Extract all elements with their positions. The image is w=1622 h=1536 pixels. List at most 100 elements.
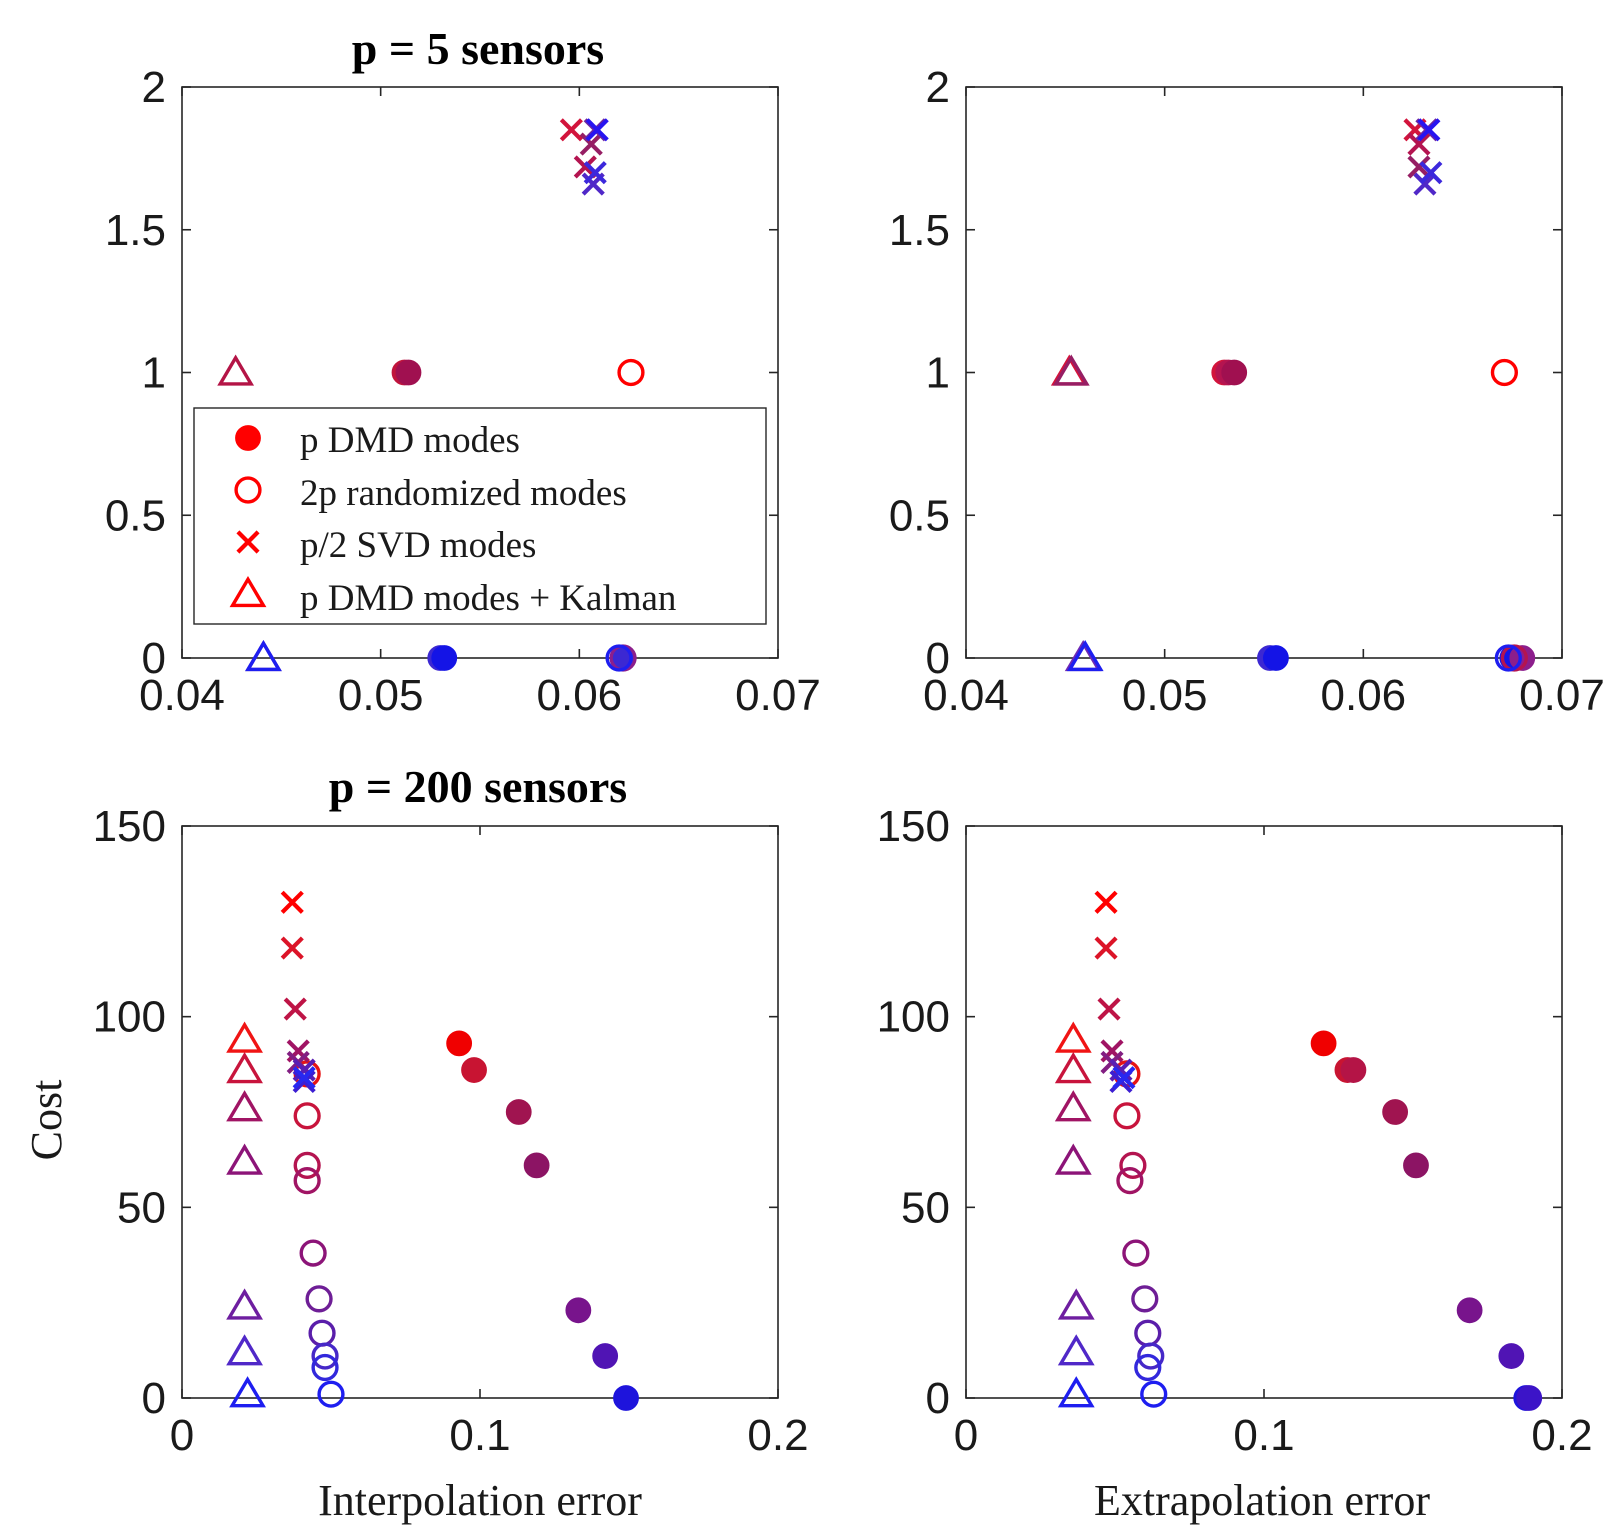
data-point-open-triangle <box>1057 1334 1095 1366</box>
data-point-filled-circle <box>1340 1057 1367 1083</box>
data-point-open-circle <box>1119 1151 1147 1179</box>
x-tick-label: 0.05 <box>1122 671 1208 720</box>
data-point-filled-circle <box>395 359 422 386</box>
x-tick-label: 0 <box>954 1411 978 1460</box>
data-point-open-circle <box>617 358 645 387</box>
y-tick-label: 100 <box>93 993 166 1042</box>
panel-top-right: 0.04 0.05 0.06 0.07 0 0.5 1 1.5 2 <box>889 63 1605 720</box>
data-point-open-circle <box>317 1380 345 1408</box>
data-point-open-circle <box>293 1167 321 1195</box>
y-axis-label: Cost <box>22 1080 71 1161</box>
data-point-open-circle <box>1137 1342 1165 1370</box>
y-tick-label: 150 <box>877 802 950 851</box>
series-open-circle <box>605 358 645 672</box>
data-point-open-triangle <box>1057 1376 1095 1408</box>
data-point-open-circle <box>311 1353 339 1382</box>
data-point-open-triangle <box>1054 1052 1092 1084</box>
y-tick-label: 1.5 <box>889 206 950 255</box>
data-point-open-triangle <box>226 1143 263 1175</box>
data-point-open-circle <box>1116 1167 1144 1195</box>
series-open-circle <box>1113 1060 1168 1408</box>
x-tick-label: 0.06 <box>537 671 623 720</box>
data-point-open-circle <box>1490 358 1518 387</box>
y-tick-label: 100 <box>877 993 950 1042</box>
series-filled-circle <box>1310 1030 1543 1411</box>
data-point-open-triangle <box>1054 1143 1092 1175</box>
data-point-open-circle <box>311 1342 339 1370</box>
data-point-x <box>1407 155 1431 179</box>
data-point-open-circle <box>293 1102 321 1130</box>
data-point-x <box>1407 132 1431 156</box>
legend-box <box>193 407 767 625</box>
data-point-x <box>559 118 583 142</box>
legend-label-kalman: p DMD modes + Kalman <box>300 578 676 619</box>
y-tick-label: 2 <box>142 63 166 112</box>
data-point-open-circle <box>1134 1353 1162 1382</box>
legend-marker-filled-circle <box>235 425 261 451</box>
data-point-open-triangle <box>1066 639 1104 672</box>
data-point-filled-circle <box>446 1030 473 1057</box>
x-axis-label-extrapolation: Extrapolation error <box>1094 1476 1430 1525</box>
data-point-x <box>280 890 304 914</box>
y-tick-label: 0 <box>926 634 950 683</box>
data-point-filled-circle <box>461 1057 487 1083</box>
data-point-open-triangle <box>226 1052 263 1084</box>
y-tick-label: 1 <box>142 349 166 398</box>
data-point-x <box>585 118 609 142</box>
data-point-filled-circle <box>1263 645 1289 671</box>
data-point-x <box>1094 936 1118 960</box>
y-tick-label: 150 <box>93 802 166 851</box>
data-point-x <box>579 132 603 156</box>
data-point-x <box>292 1069 316 1094</box>
data-point-open-triangle <box>226 1288 263 1320</box>
x-tick-label: 0.1 <box>449 1411 510 1460</box>
data-point-filled-circle <box>592 1343 619 1369</box>
data-point-open-circle <box>605 644 633 672</box>
x-tick-label: 0.06 <box>1321 671 1407 720</box>
legend: p DMD modes 2p randomized modes p/2 SVD … <box>193 407 767 625</box>
data-point-open-circle <box>305 1285 333 1313</box>
data-point-x <box>283 997 307 1021</box>
data-point-x <box>1094 890 1118 914</box>
legend-label-randomized: 2p randomized modes <box>300 473 627 514</box>
data-point-open-triangle <box>1054 1090 1092 1122</box>
data-point-open-circle <box>293 1151 321 1179</box>
data-point-x <box>583 161 607 185</box>
data-point-open-triangle <box>229 1376 266 1408</box>
y-tick-label: 0.5 <box>105 491 166 540</box>
x-tick-label: 0.07 <box>735 671 821 720</box>
series-filled-circle <box>446 1030 639 1411</box>
data-point-open-circle <box>1494 644 1522 672</box>
legend-marker-x <box>236 530 260 554</box>
data-point-open-circle <box>1131 1285 1159 1313</box>
panel-bottom-right: 0 0.1 0.2 0 50 100 150 <box>877 802 1593 1460</box>
series-x <box>280 890 316 1094</box>
x-tick-label: 0 <box>170 1411 194 1460</box>
y-tick-label: 0 <box>926 1374 950 1423</box>
data-point-filled-circle <box>523 1152 550 1179</box>
series-open-triangle <box>217 354 282 672</box>
data-point-open-circle <box>299 1239 327 1267</box>
data-point-open-circle <box>1140 1380 1168 1408</box>
series-filled-circle <box>1211 359 1536 671</box>
series-open-circle <box>293 1060 345 1408</box>
data-point-x <box>1419 161 1443 185</box>
series-open-triangle <box>226 1021 266 1408</box>
y-tick-label: 0.5 <box>889 491 950 540</box>
data-point-open-triangle <box>226 1334 263 1366</box>
data-point-filled-circle <box>1382 1099 1409 1125</box>
data-point-open-circle <box>1113 1102 1141 1130</box>
x-tick-label: 0.07 <box>1519 671 1605 720</box>
y-tick-label: 1 <box>926 349 950 398</box>
data-point-filled-circle <box>565 1297 592 1324</box>
data-point-filled-circle <box>1509 645 1536 671</box>
y-tick-label: 1.5 <box>105 206 166 255</box>
data-point-x <box>1417 118 1441 142</box>
series-x <box>559 118 609 196</box>
data-point-open-triangle <box>1057 1288 1095 1320</box>
y-tick-label: 50 <box>117 1183 166 1232</box>
x-tick-label: 0.2 <box>747 1411 808 1460</box>
legend-markers <box>229 425 267 608</box>
